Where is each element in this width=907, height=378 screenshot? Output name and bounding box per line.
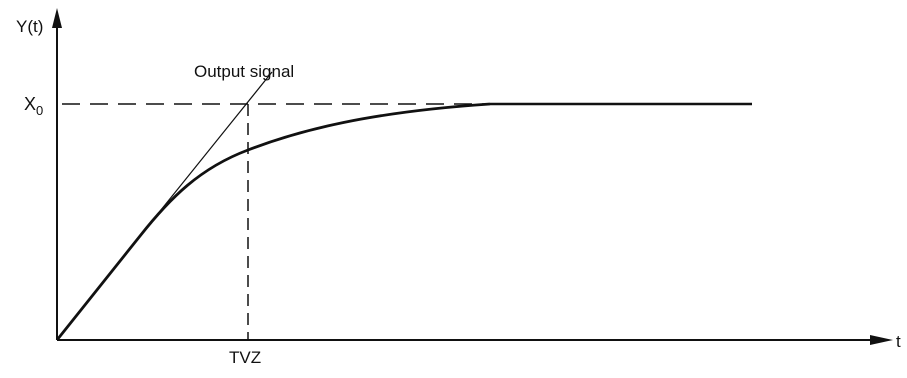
y-axis-arrowhead — [52, 8, 62, 28]
x-axis-arrowhead — [870, 335, 893, 345]
steady-state-level-label-subscript: 0 — [36, 103, 43, 118]
time-marker-label: TVZ — [229, 348, 261, 367]
y-axis-label: Y(t) — [16, 17, 43, 36]
steady-state-level-label: X0 — [24, 94, 43, 118]
output-signal-curve — [55, 102, 491, 341]
x-axis-label: t — [896, 332, 901, 351]
output-signal-label: Output signal — [194, 62, 294, 81]
steady-state-level-label-base: X — [24, 94, 36, 114]
